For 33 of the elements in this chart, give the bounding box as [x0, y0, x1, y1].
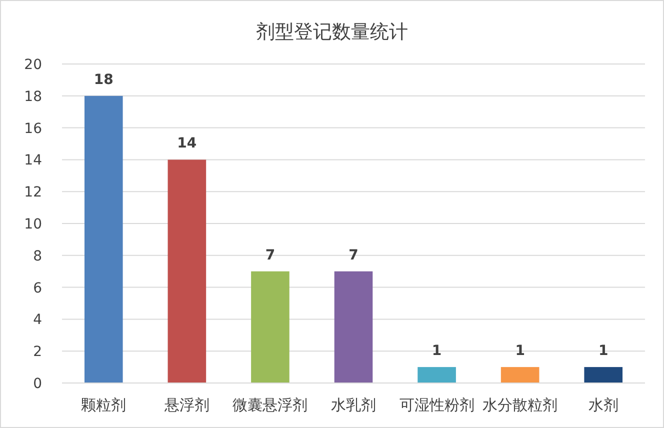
- bar: [418, 367, 456, 383]
- data-label: 1: [598, 343, 608, 360]
- y-tick-label: 0: [33, 376, 42, 392]
- x-tick-label: 水分散粒剂: [482, 396, 558, 414]
- x-tick-label: 微囊悬浮剂: [232, 396, 308, 414]
- y-tick-label: 8: [33, 248, 42, 264]
- y-tick-label: 6: [33, 280, 42, 296]
- bar: [84, 96, 123, 383]
- y-tick-label: 14: [24, 152, 42, 169]
- data-label: 1: [432, 343, 442, 360]
- bar: [500, 367, 540, 383]
- data-label: 7: [265, 247, 276, 264]
- data-label: 18: [94, 72, 114, 88]
- y-tick-label: 20: [24, 57, 42, 73]
- bar: [168, 160, 206, 383]
- bar: [334, 271, 373, 383]
- x-tick-label: 颗粒剂: [81, 396, 126, 414]
- data-label: 7: [348, 247, 358, 264]
- x-tick-label: 悬浮剂: [163, 396, 210, 414]
- x-tick-label: 可湿性粉剂: [399, 396, 474, 414]
- chart-title: 剂型登记数量统计: [256, 21, 408, 43]
- y-tick-label: 16: [24, 120, 42, 137]
- data-label: 1: [515, 343, 525, 360]
- y-tick-label: 2: [33, 344, 42, 360]
- x-tick-label: 水剂: [588, 396, 618, 414]
- y-tick-label: 12: [24, 184, 42, 201]
- bar: [584, 367, 623, 383]
- bar: [251, 271, 290, 383]
- y-tick-label: 4: [33, 312, 42, 328]
- y-tick-label: 18: [24, 88, 42, 105]
- y-tick-label: 10: [24, 216, 42, 232]
- x-tick-label: 水乳剂: [331, 396, 376, 414]
- data-label: 14: [177, 136, 197, 152]
